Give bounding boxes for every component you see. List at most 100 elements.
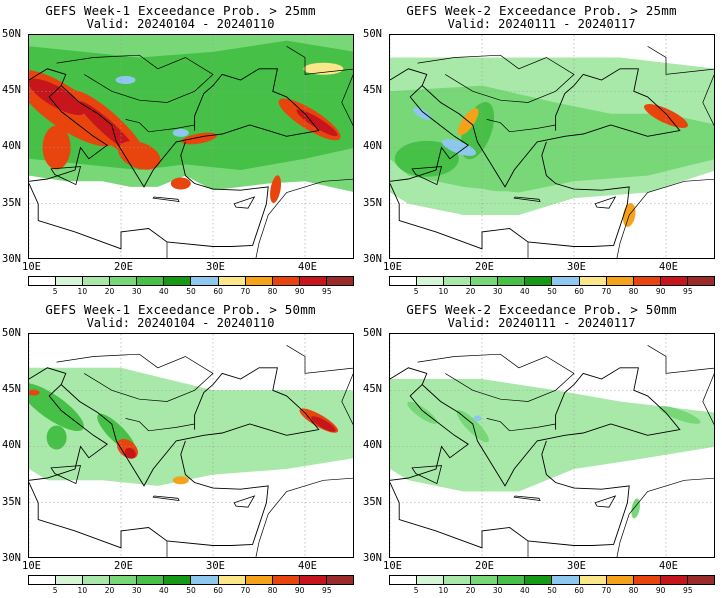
- probability-area: [78, 101, 136, 154]
- lon-label: 40E: [659, 560, 678, 572]
- probability-area: [456, 410, 489, 443]
- sicily-outline: [411, 465, 443, 485]
- colorbar-swatch: [299, 277, 327, 285]
- border-line: [486, 119, 556, 133]
- colorbar-label: 50: [547, 586, 557, 595]
- lon-label: 20E: [475, 560, 494, 572]
- coastline: [29, 440, 269, 549]
- panel-title: GEFS Week-2 Exceedance Prob. > 50mm: [406, 302, 677, 317]
- probability-area: [29, 226, 259, 258]
- colorbar-swatch: [299, 576, 327, 584]
- lon-label: 20E: [475, 261, 494, 273]
- lat-label: 40N: [363, 439, 382, 451]
- colorbar-label: 40: [159, 586, 169, 595]
- colorbar-swatch: [137, 576, 165, 584]
- border-line: [286, 46, 353, 127]
- colorbar-label: 20: [465, 586, 476, 595]
- colorbar-swatch: [390, 576, 418, 584]
- colorbar-swatch: [326, 277, 353, 285]
- panel-title: GEFS Week-1 Exceedance Prob. > 50mm: [45, 302, 316, 317]
- colorbar-label: 70: [240, 586, 251, 595]
- probability-area: [474, 171, 527, 192]
- colorbar-swatch: [164, 277, 192, 285]
- colorbar-swatch: [218, 576, 246, 584]
- colorbar-swatch: [110, 576, 138, 584]
- colorbar-label: 20: [104, 586, 115, 595]
- panel-title: GEFS Week-1 Exceedance Prob. > 25mm: [45, 3, 316, 18]
- colorbar-swatch: [552, 576, 580, 584]
- border-line: [255, 477, 353, 557]
- colorbar-label: 70: [240, 287, 251, 296]
- probability-area: [170, 177, 191, 190]
- cyprus-outline: [233, 495, 256, 508]
- colorbar-swatch: [687, 277, 714, 285]
- colorbar-label: 80: [267, 287, 278, 296]
- colorbar-label: 90: [294, 586, 305, 595]
- colorbar-label: 40: [159, 287, 169, 296]
- lon-label: 40E: [659, 261, 678, 273]
- colorbar-label: 20: [465, 287, 476, 296]
- colorbar-swatch: [633, 277, 661, 285]
- colorbar-swatch: [660, 576, 688, 584]
- lat-label: 50N: [2, 28, 21, 40]
- border-line: [417, 54, 575, 103]
- coastline: [29, 68, 320, 188]
- probability-area: [413, 107, 432, 120]
- map-area: [389, 34, 715, 259]
- probability-area: [407, 401, 438, 424]
- lon-label: 20E: [114, 261, 133, 273]
- lat-label: 30N: [2, 253, 21, 265]
- panel-valid-dates: Valid: 20240104 - 20240110: [86, 17, 275, 31]
- panel-week2-25mm: GEFS Week-2 Exceedance Prob. > 25mm Vali…: [361, 0, 722, 299]
- coastline: [29, 367, 320, 487]
- lon-label: 10E: [22, 261, 41, 273]
- colorbar-swatch: [191, 576, 219, 584]
- colorbar-swatch: [326, 576, 353, 584]
- colorbar-label: 50: [186, 586, 196, 595]
- colorbar-swatch: [417, 277, 445, 285]
- sicily-outline: [411, 166, 443, 186]
- map-field: [390, 334, 714, 557]
- colorbar-swatch: [471, 576, 499, 584]
- colorbar-label: 10: [438, 586, 449, 595]
- coastline: [390, 85, 469, 182]
- colorbar-label: 5: [413, 287, 419, 296]
- probability-area: [311, 416, 336, 432]
- colorbar-swatch: [83, 277, 111, 285]
- border-line: [616, 477, 714, 557]
- colorbar: [389, 575, 715, 585]
- probability-area: [390, 525, 620, 557]
- colorbar-label: 30: [131, 586, 142, 595]
- lat-label: 50N: [363, 327, 382, 339]
- colorbar-label: 60: [213, 586, 223, 595]
- colorbar-label: 60: [574, 287, 584, 296]
- panel-week1-25mm: GEFS Week-1 Exceedance Prob. > 25mm Vali…: [0, 0, 361, 299]
- map-area: [28, 34, 354, 259]
- panel-valid-dates: Valid: 20240104 - 20240110: [86, 316, 275, 330]
- lon-label: 40E: [298, 560, 317, 572]
- probability-area: [29, 525, 259, 557]
- coastline: [29, 384, 108, 481]
- lat-label: 40N: [363, 140, 382, 152]
- lon-label: 30E: [567, 560, 586, 572]
- colorbar-swatch: [191, 277, 219, 285]
- lat-label: 35N: [363, 197, 382, 209]
- border-line: [125, 119, 195, 133]
- lat-label: 30N: [2, 552, 21, 564]
- colorbar-swatch: [56, 277, 84, 285]
- colorbar: [28, 276, 354, 286]
- colorbar-swatch: [579, 277, 607, 285]
- probability-area: [29, 367, 353, 486]
- lon-label: 30E: [206, 560, 225, 572]
- crete-outline: [513, 196, 541, 202]
- colorbar-label: 95: [683, 287, 693, 296]
- map-field: [390, 35, 714, 258]
- colorbar-label: 5: [413, 586, 419, 595]
- lat-label: 45N: [2, 84, 21, 96]
- colorbar-label: 95: [322, 287, 332, 296]
- map-field: [29, 334, 353, 557]
- colorbar-swatch: [579, 576, 607, 584]
- coastline: [29, 141, 269, 250]
- lat-label: 30N: [363, 253, 382, 265]
- probability-area: [390, 379, 714, 492]
